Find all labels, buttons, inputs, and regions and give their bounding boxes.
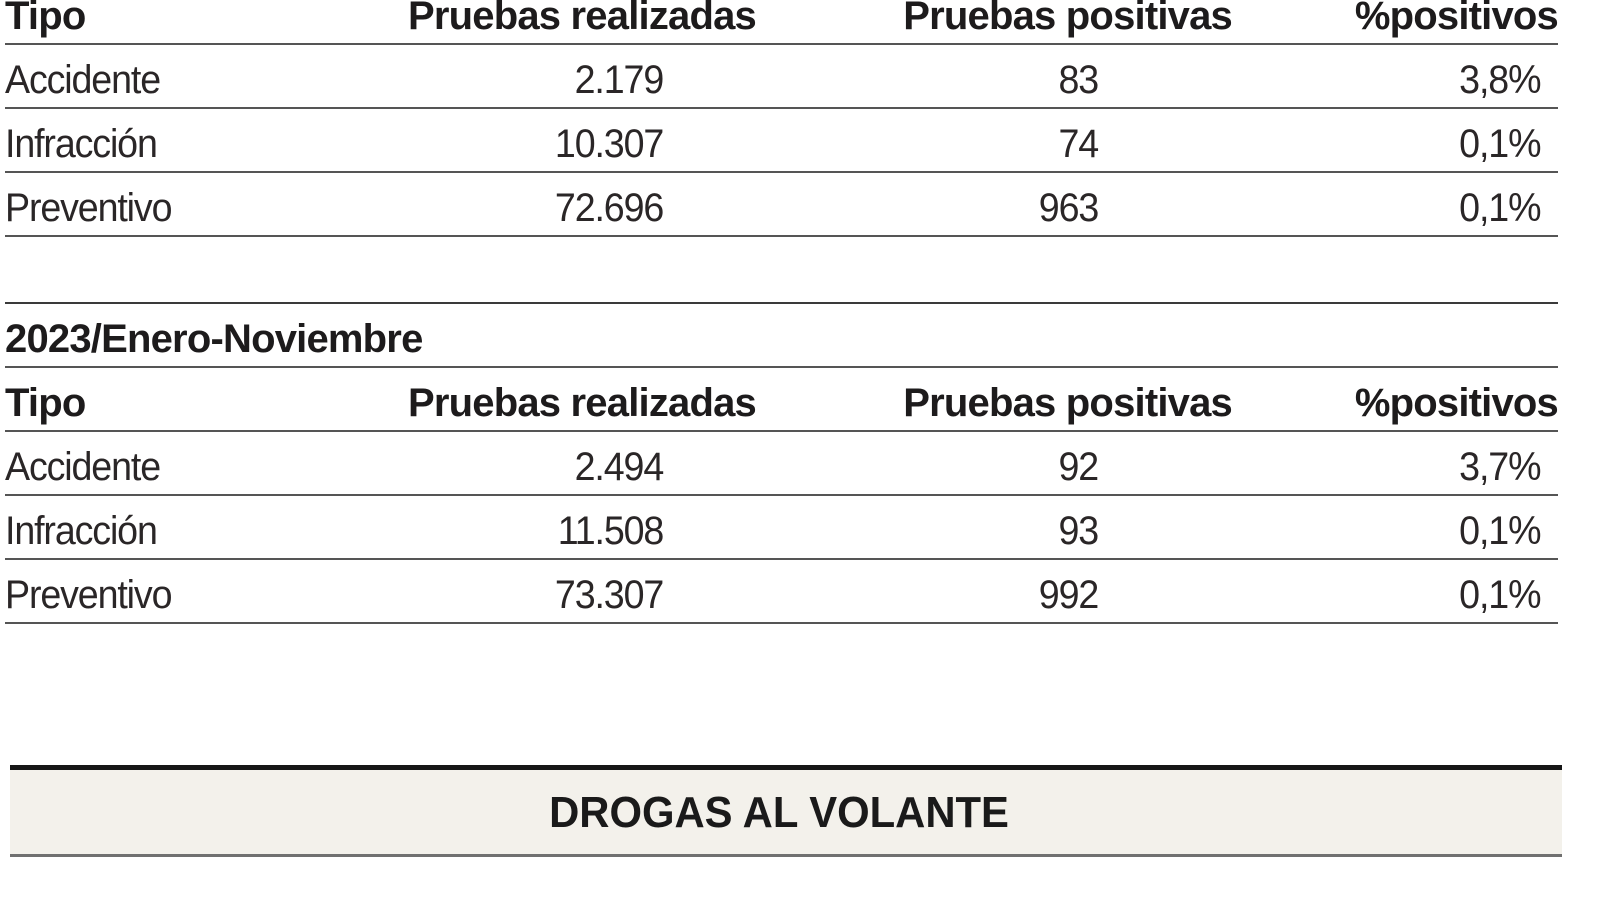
cell-tipo: Accidente: [5, 445, 161, 489]
table-row: Infracción 10.307 74 0,1%: [5, 109, 1558, 173]
header-porcentaje-positivos: %positivos: [1354, 381, 1559, 425]
table-row: Infracción 11.508 93 0,1%: [5, 496, 1558, 560]
cell-positivas: 74: [1058, 122, 1099, 166]
cell-realizadas: 10.307: [554, 122, 664, 166]
cell-porcentaje: 3,7%: [1458, 445, 1541, 489]
table-header-row: Tipo Pruebas realizadas Pruebas positiva…: [5, 368, 1559, 432]
cell-realizadas: 2.179: [574, 58, 665, 102]
cell-positivas: 92: [1058, 445, 1099, 489]
header-pruebas-realizadas: Pruebas realizadas: [407, 381, 757, 425]
section-title-text: 2023/Enero-Noviembre: [5, 317, 423, 361]
header-tipo: Tipo: [5, 381, 86, 425]
cell-realizadas: 11.508: [557, 509, 665, 553]
cell-realizadas: 73.307: [554, 573, 664, 617]
cell-positivas: 963: [1038, 186, 1099, 230]
cell-realizadas: 2.494: [574, 445, 665, 489]
cell-realizadas: 72.696: [554, 186, 664, 230]
header-porcentaje-positivos: %positivos: [1354, 0, 1559, 38]
table-header-row: Tipo Pruebas realizadas Pruebas positiva…: [5, 0, 1559, 45]
cell-tipo: Preventivo: [5, 186, 173, 230]
banner-title: DROGAS AL VOLANTE: [549, 788, 1009, 837]
cell-porcentaje: 0,1%: [1458, 122, 1541, 166]
cell-tipo: Infracción: [5, 122, 158, 166]
section-divider: [5, 302, 1558, 304]
header-pruebas-realizadas: Pruebas realizadas: [407, 0, 757, 38]
cell-tipo: Accidente: [5, 58, 161, 102]
cell-tipo: Infracción: [5, 509, 158, 553]
cell-porcentaje: 0,1%: [1458, 573, 1541, 617]
table-row: Preventivo 72.696 963 0,1%: [5, 173, 1558, 237]
header-pruebas-positivas: Pruebas positivas: [903, 0, 1233, 38]
results-table-previous-period: Tipo Pruebas realizadas Pruebas positiva…: [5, 0, 1559, 237]
header-pruebas-positivas: Pruebas positivas: [903, 381, 1233, 425]
table-row: Preventivo 73.307 992 0,1%: [5, 560, 1558, 624]
cell-porcentaje: 0,1%: [1458, 509, 1541, 553]
results-table-2023: Tipo Pruebas realizadas Pruebas positiva…: [5, 368, 1559, 624]
cell-porcentaje: 0,1%: [1458, 186, 1541, 230]
cell-positivas: 83: [1058, 58, 1099, 102]
cell-positivas: 992: [1038, 573, 1099, 617]
section-title-2023: 2023/Enero-Noviembre: [5, 316, 1558, 368]
section-banner-drogas-al-volante: DROGAS AL VOLANTE: [10, 765, 1562, 857]
header-tipo: Tipo: [5, 0, 86, 38]
table-row: Accidente 2.494 92 3,7%: [5, 432, 1558, 496]
cell-positivas: 93: [1058, 509, 1099, 553]
table-row: Accidente 2.179 83 3,8%: [5, 45, 1558, 109]
cell-tipo: Preventivo: [5, 573, 173, 617]
cell-porcentaje: 3,8%: [1458, 58, 1541, 102]
